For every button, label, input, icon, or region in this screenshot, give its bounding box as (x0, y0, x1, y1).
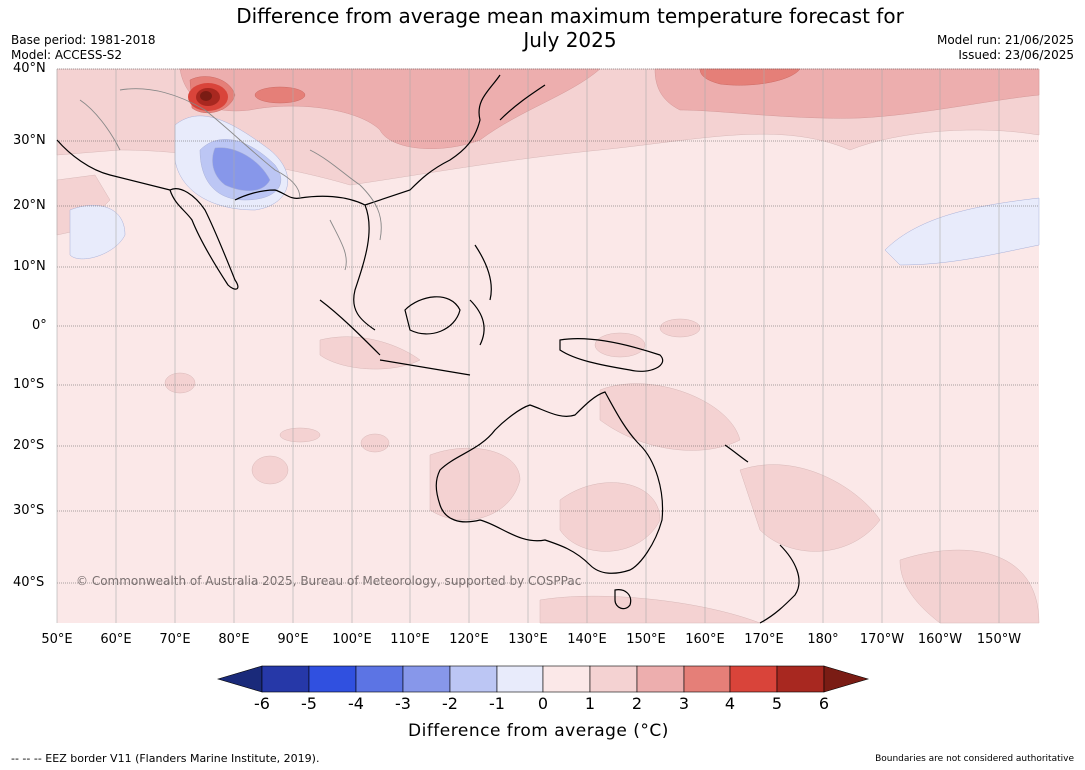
colorbar-tick: -6 (254, 694, 270, 713)
colorbar-label: Difference from average (°C) (408, 721, 669, 741)
colorbar-tick: 2 (631, 694, 643, 713)
lat-label: 20°S (13, 438, 45, 453)
meta-right: Model run: 21/06/2025 Issued: 23/06/2025 (937, 33, 1074, 63)
colorbar (216, 665, 870, 693)
title-line-1: Difference from average mean maximum tem… (236, 4, 904, 28)
eez-border-note: -- -- -- EEZ border V11 (Flanders Marine… (11, 752, 320, 765)
coastlines (56, 74, 800, 624)
anomaly-4-6 (188, 83, 228, 111)
graticule (56, 68, 1039, 623)
lat-label: 20°N (13, 198, 46, 213)
lon-label: 60°E (100, 632, 132, 647)
colorbar-tick: 5 (771, 694, 783, 713)
lon-label: 70°E (159, 632, 191, 647)
lat-label: 40°S (13, 575, 45, 590)
lon-label: 180° (807, 632, 839, 647)
lon-label: 80°E (218, 632, 250, 647)
lat-label: 10°N (13, 259, 46, 274)
lon-label: 90°E (277, 632, 309, 647)
issued-date: Issued: 23/06/2025 (958, 48, 1074, 62)
colorbar-tick: 6 (818, 694, 830, 713)
lon-label: 160°E (685, 632, 725, 647)
tasmania-coast (614, 589, 632, 610)
colorbar-tick: 3 (678, 694, 690, 713)
se-asia-coast (299, 195, 376, 331)
colorbar-low-arrow (216, 665, 263, 693)
title-line-2: July 2025 (523, 28, 617, 52)
lon-label: 150°W (976, 632, 1022, 647)
colorbar-tick: 0 (537, 694, 549, 713)
lon-label: 170°W (859, 632, 905, 647)
lon-label: 160°W (917, 632, 963, 647)
lat-label: 10°S (13, 377, 45, 392)
anomaly-negative (69, 115, 1040, 266)
lat-label: 0° (32, 318, 47, 333)
india-coast (169, 188, 239, 290)
colorbar-tick: 4 (724, 694, 736, 713)
map-title: Difference from average mean maximum tem… (170, 4, 970, 52)
colorbar-tick: -2 (442, 694, 458, 713)
colorbar-tick: -5 (301, 694, 317, 713)
lon-label: 130°E (508, 632, 548, 647)
base-period: Base period: 1981-2018 (11, 33, 156, 47)
lon-label: 150°E (626, 632, 666, 647)
australia-coast (435, 391, 664, 574)
lon-label: 50°E (41, 632, 73, 647)
new-guinea-coast (559, 338, 664, 372)
colorbar-tick: 1 (584, 694, 596, 713)
lat-label: 30°S (13, 503, 45, 518)
colorbar-tick: -3 (395, 694, 411, 713)
model-name: Model: ACCESS-S2 (11, 48, 123, 62)
meta-left: Base period: 1981-2018 Model: ACCESS-S2 (11, 33, 156, 63)
copyright-notice: © Commonwealth of Australia 2025, Bureau… (76, 574, 582, 588)
lon-label: 170°E (744, 632, 784, 647)
model-run: Model run: 21/06/2025 (936, 33, 1074, 47)
country-borders (79, 88, 382, 271)
lon-label: 140°E (567, 632, 607, 647)
lat-label: 40°N (13, 61, 46, 76)
colorbar-high-arrow (823, 665, 870, 693)
new-zealand-coast (759, 544, 800, 624)
lon-label: 110°E (390, 632, 430, 647)
colorbar-tick: -1 (489, 694, 505, 713)
lat-label: 30°N (13, 133, 46, 148)
lon-label: 100°E (332, 632, 372, 647)
boundaries-disclaimer: Boundaries are not considered authoritat… (875, 754, 1074, 764)
colorbar-tick: -4 (348, 694, 364, 713)
lon-label: 120°E (449, 632, 489, 647)
